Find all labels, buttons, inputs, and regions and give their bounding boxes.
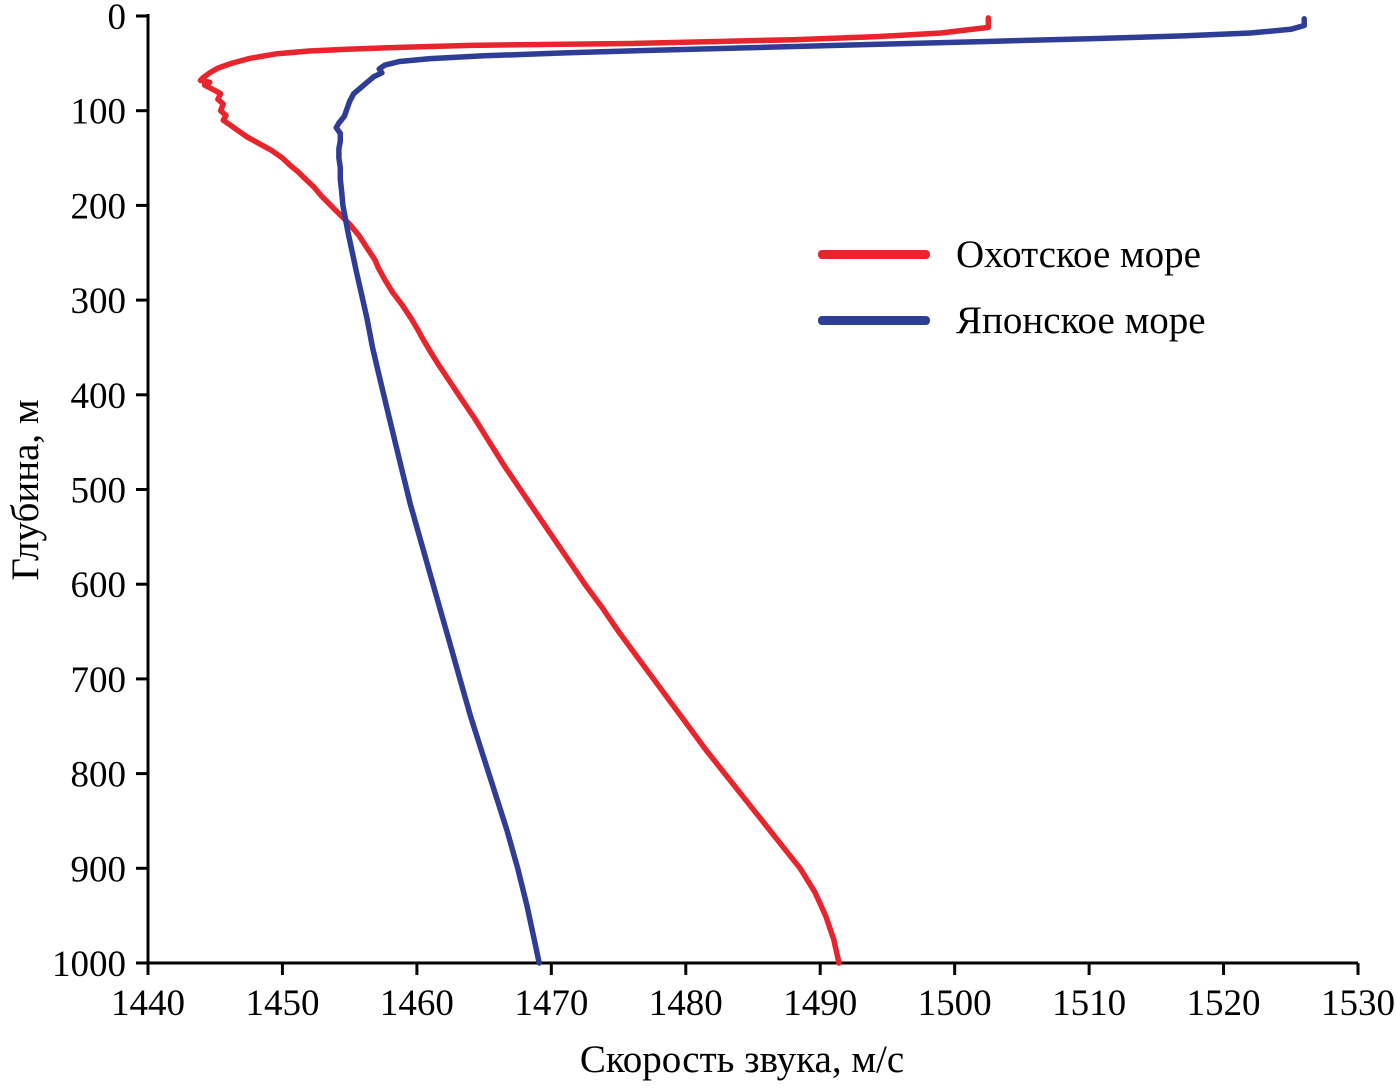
x-tick-label: 1470 <box>514 983 588 1024</box>
y-tick-label: 700 <box>71 660 127 701</box>
y-tick-label: 200 <box>71 186 127 227</box>
x-axis-title: Скорость звука, м/с <box>580 1038 904 1081</box>
legend-item-okhotsk-sea: Охотское море <box>818 232 1206 276</box>
y-tick-label: 100 <box>71 92 127 133</box>
x-tick-label: 1440 <box>111 983 185 1024</box>
y-tick-label: 0 <box>108 0 127 38</box>
x-tick-label: 1520 <box>1187 983 1261 1024</box>
y-tick-label: 900 <box>71 849 127 890</box>
series-line-okhotsk-sea <box>197 15 992 966</box>
x-tick-label: 1510 <box>1052 983 1126 1024</box>
series-line-japan-sea <box>333 16 1307 966</box>
y-tick-label: 500 <box>71 471 127 512</box>
x-tick-label: 1490 <box>783 983 857 1024</box>
y-tick-label: 300 <box>71 281 127 322</box>
x-tick-label: 1450 <box>245 983 319 1024</box>
legend-item-japan-sea: Японское море <box>818 298 1206 342</box>
x-tick-label: 1500 <box>918 983 992 1024</box>
y-axis-title: Глубина, м <box>4 399 47 580</box>
series-layer <box>197 15 1307 966</box>
axes-layer: 1440 1450 1460 1470 1480 1490 1500 1510 1520 1530… <box>52 0 1395 1024</box>
y-tick-label: 1000 <box>52 944 126 985</box>
legend-line-swatch-red <box>818 249 930 259</box>
legend-label-japan-sea: Японское море <box>956 298 1206 342</box>
legend-line-swatch-blue <box>818 315 930 325</box>
y-tick-label: 800 <box>71 755 127 796</box>
x-tick-label: 1480 <box>649 983 723 1024</box>
y-tick-label: 600 <box>71 565 127 606</box>
legend-label-okhotsk-sea: Охотское море <box>956 232 1201 276</box>
x-tick-label: 1530 <box>1321 983 1395 1024</box>
chart-legend: Охотское море Японское море <box>818 232 1206 342</box>
x-tick-label: 1460 <box>380 983 454 1024</box>
y-tick-label: 400 <box>71 376 127 417</box>
